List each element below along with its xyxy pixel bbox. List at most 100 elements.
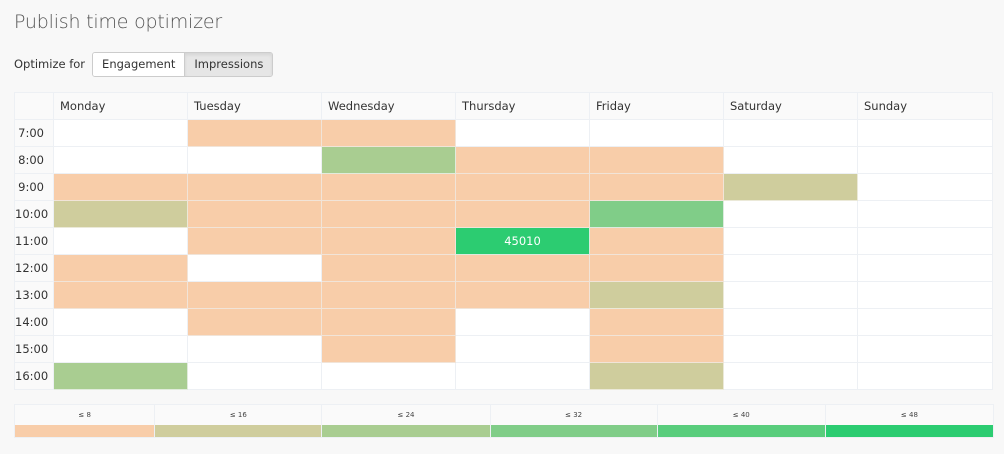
- heatmap-cell-friday[interactable]: [589, 200, 724, 228]
- heatmap-cell-wednesday[interactable]: [321, 173, 456, 201]
- time-label: 10:00: [14, 200, 54, 228]
- heatmap-cell-monday[interactable]: [53, 200, 188, 228]
- heatmap-cell-saturday[interactable]: [723, 254, 858, 282]
- heatmap-cell-thursday[interactable]: [455, 173, 590, 201]
- heatmap-cell-sunday[interactable]: [857, 119, 993, 147]
- heatmap-cell-saturday[interactable]: [723, 173, 858, 201]
- day-header-friday: Friday: [589, 92, 724, 120]
- heatmap-cell-friday[interactable]: [589, 146, 724, 174]
- heatmap-cell-sunday[interactable]: [857, 146, 993, 174]
- heatmap-cell-saturday[interactable]: [723, 200, 858, 228]
- heatmap-cell-thursday[interactable]: [455, 146, 590, 174]
- heatmap-cell-sunday[interactable]: [857, 227, 993, 255]
- time-row: 8:00: [14, 146, 993, 174]
- heatmap-cell-sunday[interactable]: [857, 200, 993, 228]
- heatmap-cell-saturday[interactable]: [723, 146, 858, 174]
- heatmap-cell-friday[interactable]: [589, 119, 724, 147]
- heatmap-cell-tuesday[interactable]: [187, 362, 322, 390]
- heatmap-cell-monday[interactable]: [53, 308, 188, 336]
- heatmap-cell-saturday[interactable]: [723, 119, 858, 147]
- optimize-toggle-group: Engagement Impressions: [92, 51, 274, 77]
- heatmap-cell-monday[interactable]: [53, 254, 188, 282]
- corner-cell: [14, 92, 54, 120]
- heatmap-cell-sunday[interactable]: [857, 308, 993, 336]
- heatmap-cell-monday[interactable]: [53, 227, 188, 255]
- heatmap-cell-monday[interactable]: [53, 146, 188, 174]
- impressions-button[interactable]: Impressions: [184, 52, 273, 76]
- heatmap-cell-thursday[interactable]: [455, 119, 590, 147]
- heatmap-cell-friday[interactable]: [589, 308, 724, 336]
- time-row: 16:00: [14, 362, 993, 390]
- heatmap-cell-saturday[interactable]: [723, 227, 858, 255]
- optimize-for-label: Optimize for: [14, 57, 86, 71]
- heatmap-cell-friday[interactable]: [589, 173, 724, 201]
- legend-label: ≤ 32: [490, 405, 657, 425]
- time-row: 15:00: [14, 335, 993, 363]
- day-header-thursday: Thursday: [455, 92, 590, 120]
- heatmap-cell-monday[interactable]: [53, 119, 188, 147]
- heatmap-cell-monday[interactable]: [53, 335, 188, 363]
- heatmap-cell-monday[interactable]: [53, 281, 188, 309]
- heatmap-cell-saturday[interactable]: [723, 281, 858, 309]
- heatmap-cell-thursday[interactable]: [455, 200, 590, 228]
- heatmap-cell-wednesday[interactable]: [321, 362, 456, 390]
- heatmap-cell-friday[interactable]: [589, 254, 724, 282]
- heatmap-cell-thursday[interactable]: 45010: [455, 227, 590, 255]
- legend-item: ≤ 8: [15, 405, 155, 437]
- heatmap-cell-wednesday[interactable]: [321, 200, 456, 228]
- heatmap-cell-sunday[interactable]: [857, 362, 993, 390]
- time-label: 12:00: [14, 254, 54, 282]
- time-row: 12:00: [14, 254, 993, 282]
- heatmap-cell-wednesday[interactable]: [321, 119, 456, 147]
- time-row: 7:00: [14, 119, 993, 147]
- day-header-tuesday: Tuesday: [187, 92, 322, 120]
- heatmap-cell-thursday[interactable]: [455, 308, 590, 336]
- day-header-sunday: Sunday: [857, 92, 993, 120]
- time-label: 13:00: [14, 281, 54, 309]
- heatmap-cell-tuesday[interactable]: [187, 281, 322, 309]
- heatmap-cell-wednesday[interactable]: [321, 227, 456, 255]
- legend-label: ≤ 40: [657, 405, 825, 425]
- heatmap-cell-tuesday[interactable]: [187, 200, 322, 228]
- heatmap-cell-monday[interactable]: [53, 362, 188, 390]
- page-title: Publish time optimizer: [14, 11, 223, 33]
- legend-swatch: [15, 425, 155, 437]
- heatmap-cell-wednesday[interactable]: [321, 146, 456, 174]
- heatmap-cell-saturday[interactable]: [723, 335, 858, 363]
- heatmap-cell-wednesday[interactable]: [321, 335, 456, 363]
- heatmap-cell-sunday[interactable]: [857, 173, 993, 201]
- heatmap-cell-wednesday[interactable]: [321, 308, 456, 336]
- heatmap-cell-tuesday[interactable]: [187, 227, 322, 255]
- heatmap-cell-thursday[interactable]: [455, 254, 590, 282]
- heatmap-cell-friday[interactable]: [589, 227, 724, 255]
- legend-label: ≤ 48: [825, 405, 993, 425]
- heatmap-cell-friday[interactable]: [589, 335, 724, 363]
- heatmap-cell-tuesday[interactable]: [187, 119, 322, 147]
- time-label: 8:00: [14, 146, 54, 174]
- heatmap-cell-monday[interactable]: [53, 173, 188, 201]
- heatmap-cell-tuesday[interactable]: [187, 173, 322, 201]
- heatmap-cell-sunday[interactable]: [857, 281, 993, 309]
- legend-swatch: [490, 425, 657, 437]
- heatmap-cell-tuesday[interactable]: [187, 254, 322, 282]
- time-row: 13:00: [14, 281, 993, 309]
- legend-swatch: [155, 425, 322, 437]
- heatmap-cell-thursday[interactable]: [455, 281, 590, 309]
- legend-item: ≤ 24: [321, 405, 490, 437]
- heatmap-cell-saturday[interactable]: [723, 308, 858, 336]
- legend-label: ≤ 24: [322, 405, 490, 425]
- heatmap-cell-wednesday[interactable]: [321, 254, 456, 282]
- heatmap-cell-sunday[interactable]: [857, 254, 993, 282]
- time-row: 9:00: [14, 173, 993, 201]
- heatmap-cell-tuesday[interactable]: [187, 335, 322, 363]
- heatmap-cell-thursday[interactable]: [455, 335, 590, 363]
- heatmap-cell-thursday[interactable]: [455, 362, 590, 390]
- heatmap-cell-tuesday[interactable]: [187, 308, 322, 336]
- heatmap-cell-tuesday[interactable]: [187, 146, 322, 174]
- heatmap-cell-friday[interactable]: [589, 362, 724, 390]
- engagement-button[interactable]: Engagement: [93, 52, 185, 76]
- heatmap-cell-friday[interactable]: [589, 281, 724, 309]
- heatmap-cell-saturday[interactable]: [723, 362, 858, 390]
- heatmap-cell-wednesday[interactable]: [321, 281, 456, 309]
- heatmap-cell-sunday[interactable]: [857, 335, 993, 363]
